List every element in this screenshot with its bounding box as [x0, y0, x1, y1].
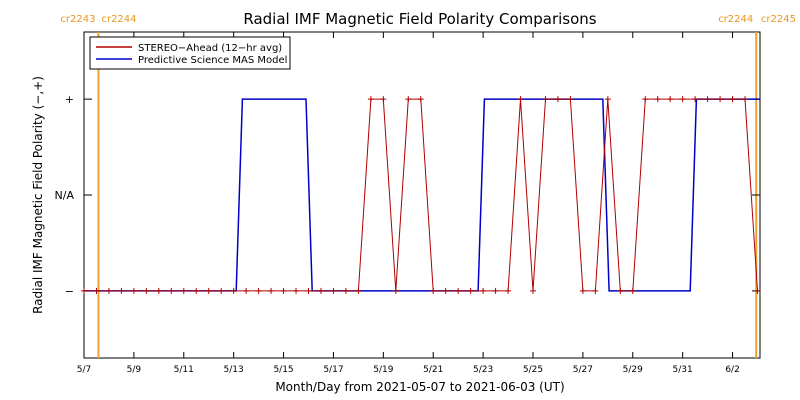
- carrington-label-cr2244-right: cr2244: [718, 14, 753, 25]
- stereo-point: [280, 287, 287, 294]
- stereo-point: [243, 287, 250, 294]
- stereo-point: [392, 287, 399, 294]
- x-tick-label: 5/19: [373, 365, 393, 375]
- stereo-series: [81, 96, 761, 294]
- stereo-point: [554, 96, 561, 103]
- stereo-point: [480, 287, 487, 294]
- stereo-point: [704, 96, 711, 103]
- stereo-point: [629, 287, 636, 294]
- stereo-point: [380, 96, 387, 103]
- stereo-point: [168, 287, 175, 294]
- x-tick-label: 5/11: [174, 365, 194, 375]
- x-tick-label: 5/7: [77, 365, 91, 375]
- stereo-point: [230, 287, 237, 294]
- stereo-point: [455, 287, 462, 294]
- stereo-point: [679, 96, 686, 103]
- x-tick-label: 5/27: [573, 365, 593, 375]
- legend: STEREO−Ahead (12−hr avg) Predictive Scie…: [89, 36, 291, 70]
- stereo-point: [155, 287, 162, 294]
- stereo-point: [579, 287, 586, 294]
- stereo-point: [180, 287, 187, 294]
- stereo-point: [93, 287, 100, 294]
- stereo-point: [530, 287, 537, 294]
- stereo-point: [667, 96, 674, 103]
- stereo-point: [754, 287, 761, 294]
- stereo-point: [205, 287, 212, 294]
- plot-frame: [83, 31, 761, 359]
- x-tick-label: 5/29: [623, 365, 643, 375]
- stereo-point: [268, 287, 275, 294]
- stereo-point: [405, 96, 412, 103]
- x-axis-label: Month/Day from 2021-05-07 to 2021-06-03 …: [275, 380, 564, 394]
- x-tick-label: 6/2: [725, 365, 739, 375]
- carrington-label-cr2243: cr2243: [60, 14, 95, 25]
- stereo-point: [742, 96, 749, 103]
- stereo-point: [330, 287, 337, 294]
- y-tick-label: −: [65, 285, 74, 298]
- legend-label-model: Predictive Science MAS Model: [138, 55, 287, 66]
- stereo-point: [118, 287, 125, 294]
- stereo-point: [417, 96, 424, 103]
- stereo-point: [342, 287, 349, 294]
- x-tick-label: 5/13: [224, 365, 244, 375]
- x-tick-label: 5/21: [423, 365, 443, 375]
- x-tick-label: 5/31: [673, 365, 693, 375]
- stereo-point: [193, 287, 200, 294]
- stereo-line: [84, 98, 758, 292]
- model-line: [84, 98, 760, 292]
- stereo-point: [355, 287, 362, 294]
- y-tick-label: N/A: [55, 189, 75, 202]
- stereo-point: [604, 96, 611, 103]
- stereo-point: [218, 287, 225, 294]
- stereo-point: [467, 287, 474, 294]
- y-axis-label: Radial IMF Magnetic Field Polarity (−,+): [31, 76, 45, 314]
- stereo-point: [305, 287, 312, 294]
- legend-box: [89, 36, 291, 70]
- x-tick-label: 5/17: [323, 365, 343, 375]
- stereo-point: [592, 287, 599, 294]
- stereo-point: [105, 287, 112, 294]
- y-axis-ticks: + N/A −: [55, 93, 760, 298]
- stereo-point: [492, 287, 499, 294]
- stereo-point: [430, 287, 437, 294]
- stereo-point: [717, 96, 724, 103]
- stereo-point: [505, 287, 512, 294]
- carrington-label-cr2245: cr2245: [761, 14, 796, 25]
- x-tick-label: 5/15: [273, 365, 293, 375]
- x-tick-label: 5/9: [127, 365, 142, 375]
- legend-label-stereo: STEREO−Ahead (12−hr avg): [138, 43, 282, 54]
- stereo-point: [367, 96, 374, 103]
- stereo-point: [130, 287, 137, 294]
- x-axis-ticks: 5/7 5/9 5/11 5/13 5/15 5/17 5/19 5/21 5/23 5/25 5/…: [77, 32, 740, 375]
- stereo-point: [642, 96, 649, 103]
- stereo-point: [617, 287, 624, 294]
- stereo-point: [567, 96, 574, 103]
- x-tick-label: 5/23: [473, 365, 493, 375]
- stereo-point: [81, 287, 87, 294]
- stereo-point: [255, 287, 262, 294]
- stereo-point: [293, 287, 300, 294]
- stereo-point: [317, 287, 324, 294]
- stereo-point: [654, 96, 661, 103]
- x-tick-label: 5/25: [523, 365, 543, 375]
- chart-title: Radial IMF Magnetic Field Polarity Compa…: [243, 10, 596, 28]
- stereo-point: [729, 96, 736, 103]
- y-tick-label: +: [65, 93, 74, 106]
- stereo-point: [442, 287, 449, 294]
- stereo-point: [517, 96, 524, 103]
- model-series: [84, 98, 760, 292]
- carrington-label-cr2244-left: cr2244: [101, 14, 136, 25]
- stereo-point: [692, 96, 699, 103]
- stereo-point: [542, 96, 549, 103]
- stereo-point: [143, 287, 150, 294]
